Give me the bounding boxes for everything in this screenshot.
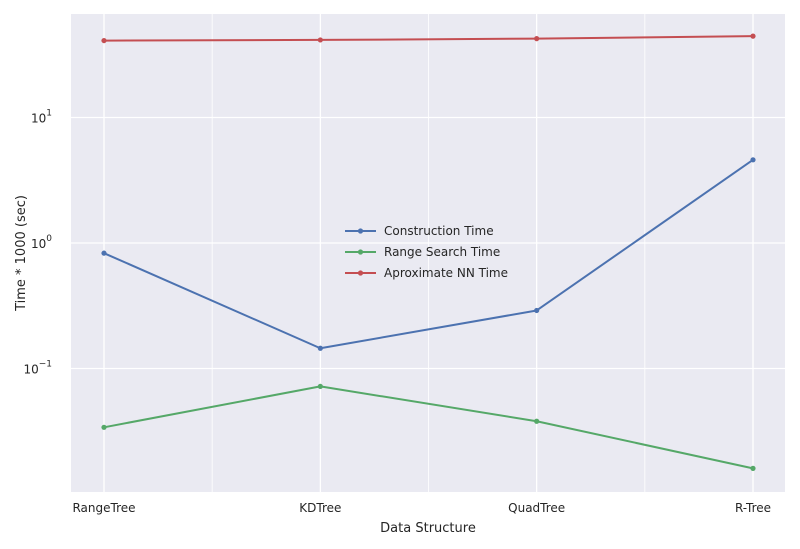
legend-label: Range Search Time xyxy=(384,245,500,259)
y-tick-label: 100 xyxy=(31,234,52,251)
x-tick-label: R-Tree xyxy=(735,501,771,515)
legend-label: Construction Time xyxy=(384,224,494,238)
data-point xyxy=(317,37,323,43)
x-tick-label: KDTree xyxy=(299,501,341,515)
series-line xyxy=(103,159,754,350)
grid xyxy=(71,14,785,492)
legend-marker xyxy=(357,228,364,234)
legend-marker xyxy=(357,249,364,255)
legend-label: Aproximate NN Time xyxy=(384,266,508,280)
data-point xyxy=(317,383,323,390)
x-tick-label: QuadTree xyxy=(508,501,565,515)
data-point xyxy=(317,345,323,351)
x-tick-label: RangeTree xyxy=(72,501,135,515)
x-axis-label: Data Structure xyxy=(380,521,476,536)
y-tick-label: 101 xyxy=(31,109,52,126)
y-axis-label: Time * 1000 (sec) xyxy=(14,195,29,312)
plot-background xyxy=(71,14,785,492)
data-point xyxy=(534,36,540,42)
series-line xyxy=(103,35,754,42)
data-point xyxy=(101,37,107,44)
y-tick-label: 10−1 xyxy=(23,360,52,377)
data-point xyxy=(750,465,756,471)
legend: Construction Time Range Search Time Aproxi… xyxy=(345,224,508,280)
tick-labels: 10−1 100 101 RangeTree KDTree QuadTree R-Tree xyxy=(23,109,771,516)
series-lines xyxy=(101,33,756,471)
data-point xyxy=(534,307,540,314)
data-point xyxy=(101,424,107,430)
data-point xyxy=(750,157,756,163)
data-point xyxy=(750,33,756,39)
series-line xyxy=(103,385,754,470)
data-point xyxy=(534,418,540,424)
legend-marker xyxy=(357,270,364,276)
data-point xyxy=(101,250,107,256)
